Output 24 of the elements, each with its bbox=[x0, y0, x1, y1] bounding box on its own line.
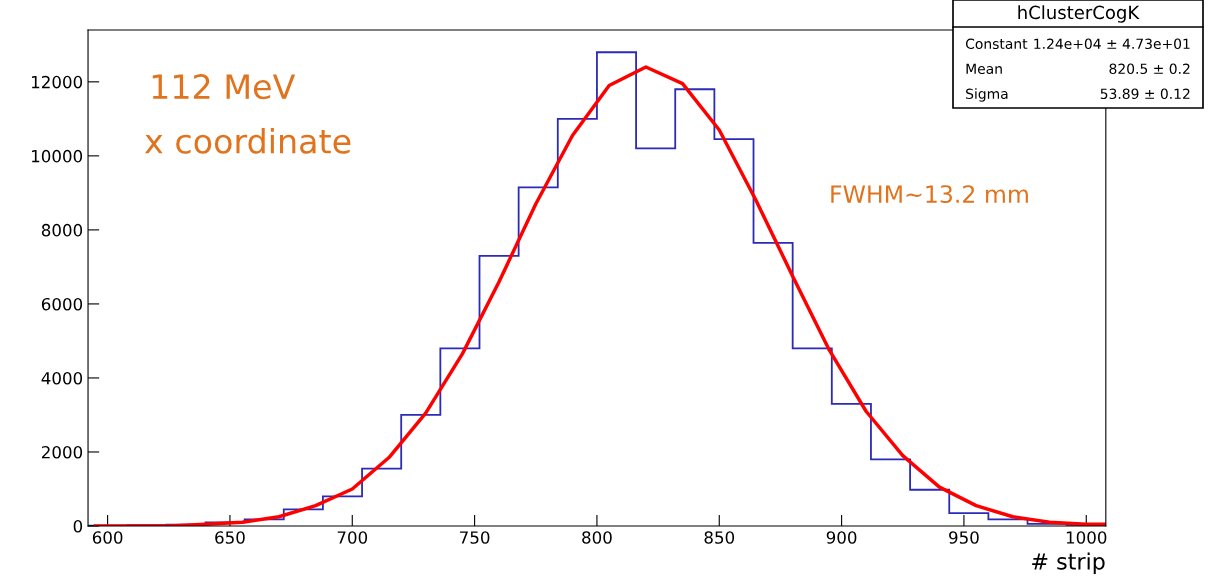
annotation: x coordinate bbox=[144, 127, 351, 154]
x-axis-title: # strip bbox=[1032, 552, 1105, 575]
x-tick-label: 800 bbox=[582, 531, 612, 544]
x-tick-label: 650 bbox=[215, 531, 245, 544]
y-tick-label: 12000 bbox=[31, 75, 83, 89]
x-tick-label: 750 bbox=[460, 531, 490, 544]
x-tick-label: 950 bbox=[949, 531, 979, 544]
x-tick-label: 600 bbox=[92, 531, 123, 544]
annotation: FWHM~13.2 mm bbox=[831, 185, 1028, 204]
x-tick-label: 1000 bbox=[1066, 531, 1107, 544]
text: Mean 820.5 ± 0.2 bbox=[966, 63, 1190, 75]
x-tick-label: 900 bbox=[826, 531, 857, 544]
x-tick-label: 700 bbox=[337, 531, 368, 544]
y-tick-label: 6000 bbox=[41, 297, 83, 311]
annotation: 112 MeV bbox=[152, 73, 296, 100]
chart-title: hClusterCogK bbox=[1018, 5, 1140, 23]
y-tick-label: 10000 bbox=[31, 149, 83, 163]
x-tick-label: 850 bbox=[704, 531, 735, 544]
y-tick-label: 2000 bbox=[41, 445, 83, 459]
text: Sigma 53.89 ± 0.12 bbox=[966, 88, 1190, 102]
y-tick-label: 8000 bbox=[41, 223, 83, 237]
y-tick-label: 0 bbox=[73, 519, 83, 533]
annotation: Constant 1.24e+04 ± 4.73e+01 bbox=[965, 38, 1190, 50]
y-tick-label: 4000 bbox=[41, 371, 83, 385]
